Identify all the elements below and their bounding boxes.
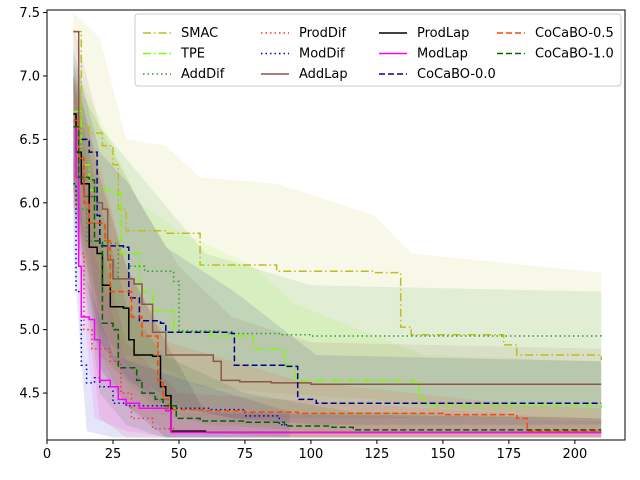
series-line-modlap	[73, 125, 602, 434]
legend-label-cocabo-0-5: CoCaBO-0.5	[535, 26, 614, 41]
y-tick-label: 4.5	[19, 387, 40, 402]
legend-label-modlap: ModLap	[417, 47, 468, 62]
legend-label-addlap: AddLap	[299, 67, 348, 82]
legend: SMAC TPE AddDif ProdDif ModDif AddLap ProdLap M…	[134, 13, 622, 87]
legend-label-tpe: TPE	[180, 47, 205, 62]
series-line-cocabo-0-5	[73, 119, 602, 432]
series-line-cocabo-0-0	[73, 119, 602, 404]
series-line-cocabo-1-0	[73, 125, 602, 431]
legend-label-prodlap: ProdLap	[417, 26, 469, 41]
series-line-adddif	[73, 113, 602, 338]
series-lines	[73, 30, 602, 434]
x-tick-label: 50	[171, 447, 188, 462]
legend-label-cocabo-1-0: CoCaBO-1.0	[535, 47, 614, 62]
band-adddif	[73, 76, 602, 432]
plot-frame	[46, 9, 626, 441]
y-tick-label: 6.5	[19, 133, 40, 148]
x-tick-label: 175	[496, 447, 521, 462]
legend-label-cocabo-0-0: CoCaBO-0.0	[417, 67, 496, 82]
band-moddif	[73, 114, 290, 438]
x-tick-label: 125	[364, 447, 389, 462]
legend-label-moddif: ModDif	[299, 47, 345, 62]
series-line-moddif	[73, 183, 291, 426]
legend-label-proddif: ProdDif	[299, 26, 346, 41]
x-tick-label: 75	[237, 447, 254, 462]
legend-label-adddif: AddDif	[181, 67, 225, 82]
x-axis: 0 25 50 75 100 125 150 175 200	[43, 440, 587, 462]
band-addlap	[73, 25, 602, 419]
y-tick-label: 5.5	[19, 260, 40, 275]
x-tick-label: 25	[105, 447, 122, 462]
x-tick-label: 150	[430, 447, 455, 462]
legend-box	[134, 13, 622, 87]
series-line-tpe	[73, 110, 602, 409]
y-tick-label: 7.5	[19, 6, 40, 21]
band-tpe	[73, 63, 602, 432]
legend-label-smac: SMAC	[181, 26, 218, 41]
series-line-smac	[73, 30, 602, 361]
y-axis: 4.5 5.0 5.5 6.0 6.5 7.0 7.5	[19, 6, 47, 402]
y-tick-label: 6.0	[19, 196, 40, 211]
y-tick-label: 7.0	[19, 69, 40, 84]
series-line-proddif	[73, 113, 602, 434]
series-line-prodlap	[73, 113, 602, 434]
x-tick-label: 100	[299, 447, 324, 462]
y-tick-label: 5.0	[19, 323, 40, 338]
x-tick-label: 0	[43, 447, 51, 462]
band-smac	[73, 12, 602, 419]
x-tick-label: 200	[562, 447, 587, 462]
